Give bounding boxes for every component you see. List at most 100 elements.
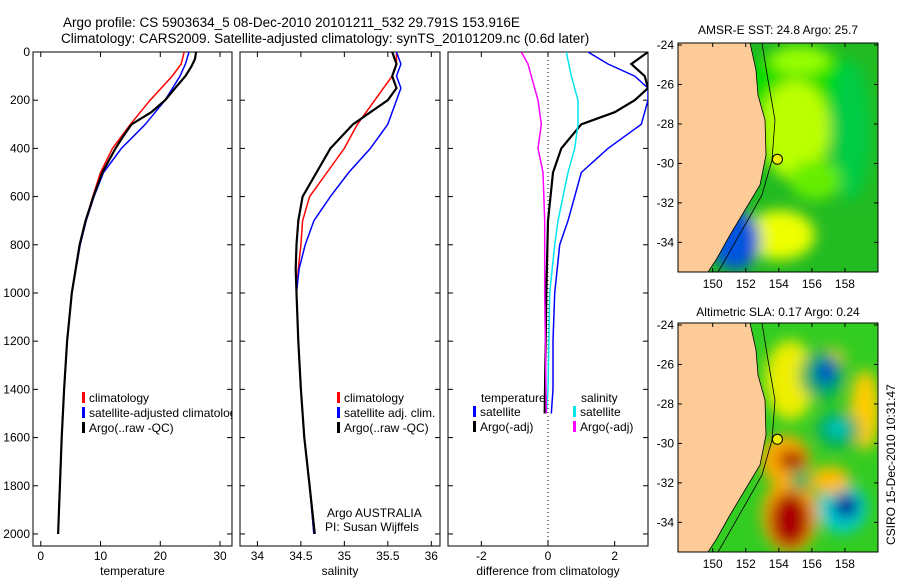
y-tick-label: -26 — [657, 357, 675, 371]
series-group — [520, 52, 648, 414]
y-tick-label: 200 — [10, 93, 30, 107]
sla-map-title: Altimetric SLA: 0.17 Argo: 0.24 — [696, 305, 860, 319]
x-tick-label: 156 — [802, 277, 822, 291]
x-tick-label: 150 — [703, 277, 723, 291]
x-tick-label: 36 — [425, 549, 439, 563]
y-tick-label: 1800 — [3, 479, 30, 493]
x-tick-label: -2 — [476, 549, 487, 563]
legend-swatch — [473, 421, 476, 432]
y-tick-label: 1200 — [3, 334, 30, 348]
legend-label: climatology — [89, 391, 149, 405]
x-tick-label: 0 — [37, 549, 44, 563]
y-tick-label: -34 — [657, 235, 675, 249]
sst-map-title: AMSR-E SST: 24.8 Argo: 25.7 — [698, 23, 858, 37]
series-group — [57, 52, 198, 535]
argo-location-marker — [771, 153, 783, 165]
series-line-argo-raw-qc- — [57, 52, 198, 535]
figure-title-line2: Climatology: CARS2009. Satellite-adjuste… — [61, 31, 589, 46]
x-tick-label: 20 — [154, 549, 168, 563]
x-tick-label: 156 — [802, 557, 822, 571]
plot-frame — [239, 51, 441, 547]
profile-panel-1: 0 10 20 30 0 200 400 600 800 1000 1200 1400 1600 1800… — [3, 45, 242, 578]
x-tick-label: 34.5 — [289, 549, 313, 563]
y-tick-label: 800 — [10, 238, 30, 252]
x-tick-label: 154 — [769, 277, 789, 291]
land — [678, 43, 776, 272]
figure-title-line1: Argo profile: CS 5903634_5 08-Dec-2010 2… — [63, 15, 520, 30]
x-tick-label: 150 — [703, 557, 723, 571]
y-tick-label: -24 — [657, 318, 675, 332]
x-tick-label: 35 — [338, 549, 352, 563]
y-tick-label: 1000 — [3, 286, 30, 300]
annotation-argo-australia: Argo AUSTRALIA — [327, 506, 422, 520]
series-line-temperature-satellite — [550, 52, 648, 414]
legend-swatch — [473, 406, 476, 417]
legend-label: satellite adj. clim. — [344, 406, 435, 420]
series-line-argo-raw-qc- — [294, 52, 398, 535]
plot-frame — [32, 51, 233, 547]
x-tick-label: 10 — [94, 549, 108, 563]
x-axis-label: difference from climatology — [476, 564, 619, 578]
sst-map: AMSR-E SST: 24.8 Argo: 25.7 150 152 154 156… — [657, 23, 879, 291]
y-tick-label: -28 — [657, 117, 675, 131]
annotation-pi: PI: Susan Wijffels — [325, 520, 419, 534]
y-tick-label: 400 — [10, 141, 30, 155]
plot-frame — [447, 51, 649, 547]
profile-panel-2: 34 34.5 35 35.5 36 salinity climatologysatelli… — [239, 51, 441, 578]
legend-label: satellite-adjusted climatology — [89, 406, 242, 420]
legend-label: Argo(..raw -QC) — [89, 421, 174, 435]
x-tick-label: 152 — [736, 277, 756, 291]
x-tick-label: 158 — [835, 277, 855, 291]
legend-swatch — [573, 406, 576, 417]
legend-swatch — [82, 422, 85, 433]
y-tick-label: 0 — [23, 45, 30, 59]
y-tick-label: -32 — [657, 196, 675, 210]
legend-header: temperature — [481, 391, 546, 405]
series-line-salinity-satellite — [545, 52, 579, 414]
x-tick-label: 35.5 — [376, 549, 400, 563]
legend-label: Argo(-adj) — [480, 420, 533, 434]
x-tick-label: 152 — [736, 557, 756, 571]
y-tick-label: 600 — [10, 190, 30, 204]
legend-swatch — [337, 407, 340, 418]
land — [678, 323, 776, 552]
x-tick-label: 34 — [251, 549, 265, 563]
y-tick-label: -30 — [657, 156, 675, 170]
x-tick-label: 30 — [213, 549, 227, 563]
legend-header: salinity — [581, 391, 618, 405]
csiro-timestamp: CSIRO 15-Dec-2010 10:31:47 — [884, 384, 898, 545]
argo-location-marker — [771, 433, 783, 445]
y-tick-label: 1400 — [3, 382, 30, 396]
legend-label: Argo(-adj) — [580, 420, 633, 434]
legend-swatch — [82, 392, 85, 403]
series-line-salinity-argo-adj- — [520, 52, 548, 414]
legend: temperature salinitysatelliteArgo(-adj)sa… — [473, 391, 633, 434]
x-tick-label: 0 — [545, 549, 552, 563]
x-tick-label: 154 — [769, 557, 789, 571]
y-tick-label: -28 — [657, 397, 675, 411]
y-tick-label: -26 — [657, 77, 675, 91]
x-axis-label: salinity — [322, 564, 359, 578]
y-tick-label: -24 — [657, 38, 675, 52]
legend-swatch — [82, 407, 85, 418]
sla-map: Altimetric SLA: 0.17 Argo: 0.24 150 152 15… — [657, 305, 879, 571]
legend-label: climatology — [344, 391, 404, 405]
legend-label: Argo(..raw -QC) — [344, 421, 429, 435]
x-tick-label: 158 — [835, 557, 855, 571]
series-line-temperature-argo-adj- — [543, 52, 648, 414]
legend-swatch — [337, 392, 340, 403]
legend-swatch — [337, 422, 340, 433]
x-axis-label: temperature — [100, 564, 165, 578]
y-tick-label: -34 — [657, 515, 675, 529]
y-tick-label: -30 — [657, 436, 675, 450]
series-group — [294, 52, 402, 535]
y-tick-label: 2000 — [3, 527, 30, 541]
legend-label: satellite — [580, 405, 621, 419]
y-tick-label: 1600 — [3, 431, 30, 445]
legend-swatch — [573, 421, 576, 432]
y-tick-label: -32 — [657, 476, 675, 490]
